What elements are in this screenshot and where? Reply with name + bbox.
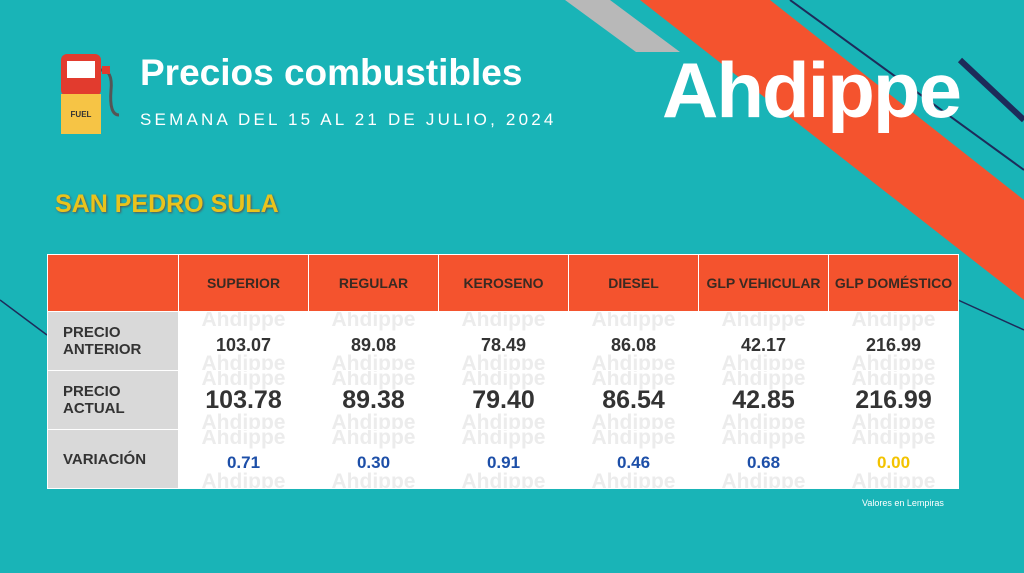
value: 216.99	[865, 334, 922, 355]
value-cell: Ahdippe Ahdippe 0.00	[828, 429, 959, 489]
brand-logo: Ahdippe	[662, 46, 962, 134]
watermark: Ahdippe	[591, 370, 676, 391]
watermark: Ahdippe	[721, 411, 806, 430]
watermark: Ahdippe	[461, 370, 546, 391]
watermark: Ahdippe	[851, 429, 936, 450]
watermark: Ahdippe	[591, 411, 676, 430]
watermark: Ahdippe	[721, 429, 806, 450]
watermark: Ahdippe	[721, 470, 806, 489]
value-cell: Ahdippe Ahdippe 0.71	[178, 429, 309, 489]
value: 42.17	[740, 334, 787, 355]
value: 0.91	[486, 453, 521, 472]
watermark: Ahdippe	[851, 470, 936, 489]
icon-label: FUEL	[71, 110, 92, 119]
watermark: Ahdippe	[331, 429, 416, 450]
value: 86.08	[610, 334, 657, 355]
value-cell: Ahdippe Ahdippe 216.99	[828, 370, 959, 430]
column-header: GLP VEHICULAR	[698, 254, 829, 312]
watermark: Ahdippe	[461, 352, 546, 371]
column-header: REGULAR	[308, 254, 439, 312]
value-cell: Ahdippe Ahdippe 103.07	[178, 311, 309, 371]
value-cell: Ahdippe Ahdippe 42.85	[698, 370, 829, 430]
value: 216.99	[855, 385, 932, 414]
corner-cell	[47, 254, 179, 312]
watermark: Ahdippe	[851, 370, 936, 391]
value-cell: Ahdippe Ahdippe 0.46	[568, 429, 699, 489]
value-cell: Ahdippe Ahdippe 0.30	[308, 429, 439, 489]
value: 42.85	[732, 385, 795, 414]
value: 89.38	[342, 385, 405, 414]
value: 86.54	[602, 385, 665, 414]
watermark: Ahdippe	[721, 352, 806, 371]
value-cell: Ahdippe Ahdippe 79.40	[438, 370, 569, 430]
subtitle: SEMANA DEL 15 AL 21 DE JULIO, 2024	[140, 110, 557, 129]
value: 0.46	[616, 453, 651, 472]
value-cell: Ahdippe Ahdippe 42.17	[698, 311, 829, 371]
watermark: Ahdippe	[201, 370, 286, 391]
column-header: DIESEL	[568, 254, 699, 312]
value-cell: Ahdippe Ahdippe 0.91	[438, 429, 569, 489]
watermark: Ahdippe	[591, 429, 676, 450]
header-row: SUPERIOR REGULAR KEROSENO DIESEL GLP VEHICUL…	[47, 254, 959, 312]
watermark: Ahdippe	[591, 352, 676, 371]
watermark: Ahdippe	[331, 311, 416, 332]
watermark: Ahdippe	[851, 352, 936, 371]
column-header: SUPERIOR	[178, 254, 309, 312]
watermark: Ahdippe	[851, 411, 936, 430]
row: VARIACIÓN Ahdippe Ahdippe 0.71 Ahdippe Ahdipp…	[47, 429, 959, 489]
value-cell: Ahdippe Ahdippe 89.08	[308, 311, 439, 371]
column-header: KEROSENO	[438, 254, 569, 312]
value: 103.07	[215, 334, 272, 355]
watermark: Ahdippe	[721, 311, 806, 332]
watermark: Ahdippe	[461, 470, 546, 489]
value-cell: Ahdippe Ahdippe 86.54	[568, 370, 699, 430]
row-label: VARIACIÓN	[47, 429, 179, 489]
value: 78.49	[480, 334, 527, 355]
value: 103.78	[205, 385, 282, 414]
watermark: Ahdippe	[331, 470, 416, 489]
value: 0.68	[746, 453, 781, 472]
price-table: SUPERIOR REGULAR KEROSENO DIESEL GLP VEHICUL…	[47, 254, 959, 489]
value: 0.71	[226, 453, 261, 472]
value: 89.08	[350, 334, 397, 355]
value: 0.30	[356, 453, 391, 472]
footnote: Valores en Lempiras	[862, 498, 944, 508]
column-header: GLP DOMÉSTICO	[828, 254, 959, 312]
watermark: Ahdippe	[851, 311, 936, 332]
watermark: Ahdippe	[461, 411, 546, 430]
city: SAN PEDRO SULA	[55, 190, 279, 218]
watermark: Ahdippe	[331, 411, 416, 430]
value: 79.40	[472, 385, 535, 414]
watermark: Ahdippe	[201, 352, 286, 371]
value-cell: Ahdippe Ahdippe 86.08	[568, 311, 699, 371]
value-cell: Ahdippe Ahdippe 216.99	[828, 311, 959, 371]
watermark: Ahdippe	[331, 370, 416, 391]
watermark: Ahdippe	[201, 470, 286, 489]
watermark: Ahdippe	[331, 352, 416, 371]
row-label: PRECIO ACTUAL	[47, 370, 179, 430]
watermark: Ahdippe	[201, 429, 286, 450]
watermark: Ahdippe	[461, 429, 546, 450]
row: PRECIO ACTUAL Ahdippe Ahdippe 103.78 Ahdippe…	[47, 370, 959, 430]
watermark: Ahdippe	[201, 311, 286, 332]
value-cell: Ahdippe Ahdippe 103.78	[178, 370, 309, 430]
watermark: Ahdippe	[721, 370, 806, 391]
title: Precios combustibles	[140, 52, 523, 93]
row: PRECIO ANTERIOR Ahdippe Ahdippe 103.07 Ahdip…	[47, 311, 959, 371]
watermark: Ahdippe	[201, 411, 286, 430]
fuel-icon: FUEL	[61, 54, 120, 134]
watermark: Ahdippe	[591, 470, 676, 489]
watermark: Ahdippe	[461, 311, 546, 332]
watermark: Ahdippe	[591, 311, 676, 332]
value: 0.00	[876, 453, 911, 472]
value-cell: Ahdippe Ahdippe 0.68	[698, 429, 829, 489]
value-cell: Ahdippe Ahdippe 89.38	[308, 370, 439, 430]
row-label: PRECIO ANTERIOR	[47, 311, 179, 371]
value-cell: Ahdippe Ahdippe 78.49	[438, 311, 569, 371]
